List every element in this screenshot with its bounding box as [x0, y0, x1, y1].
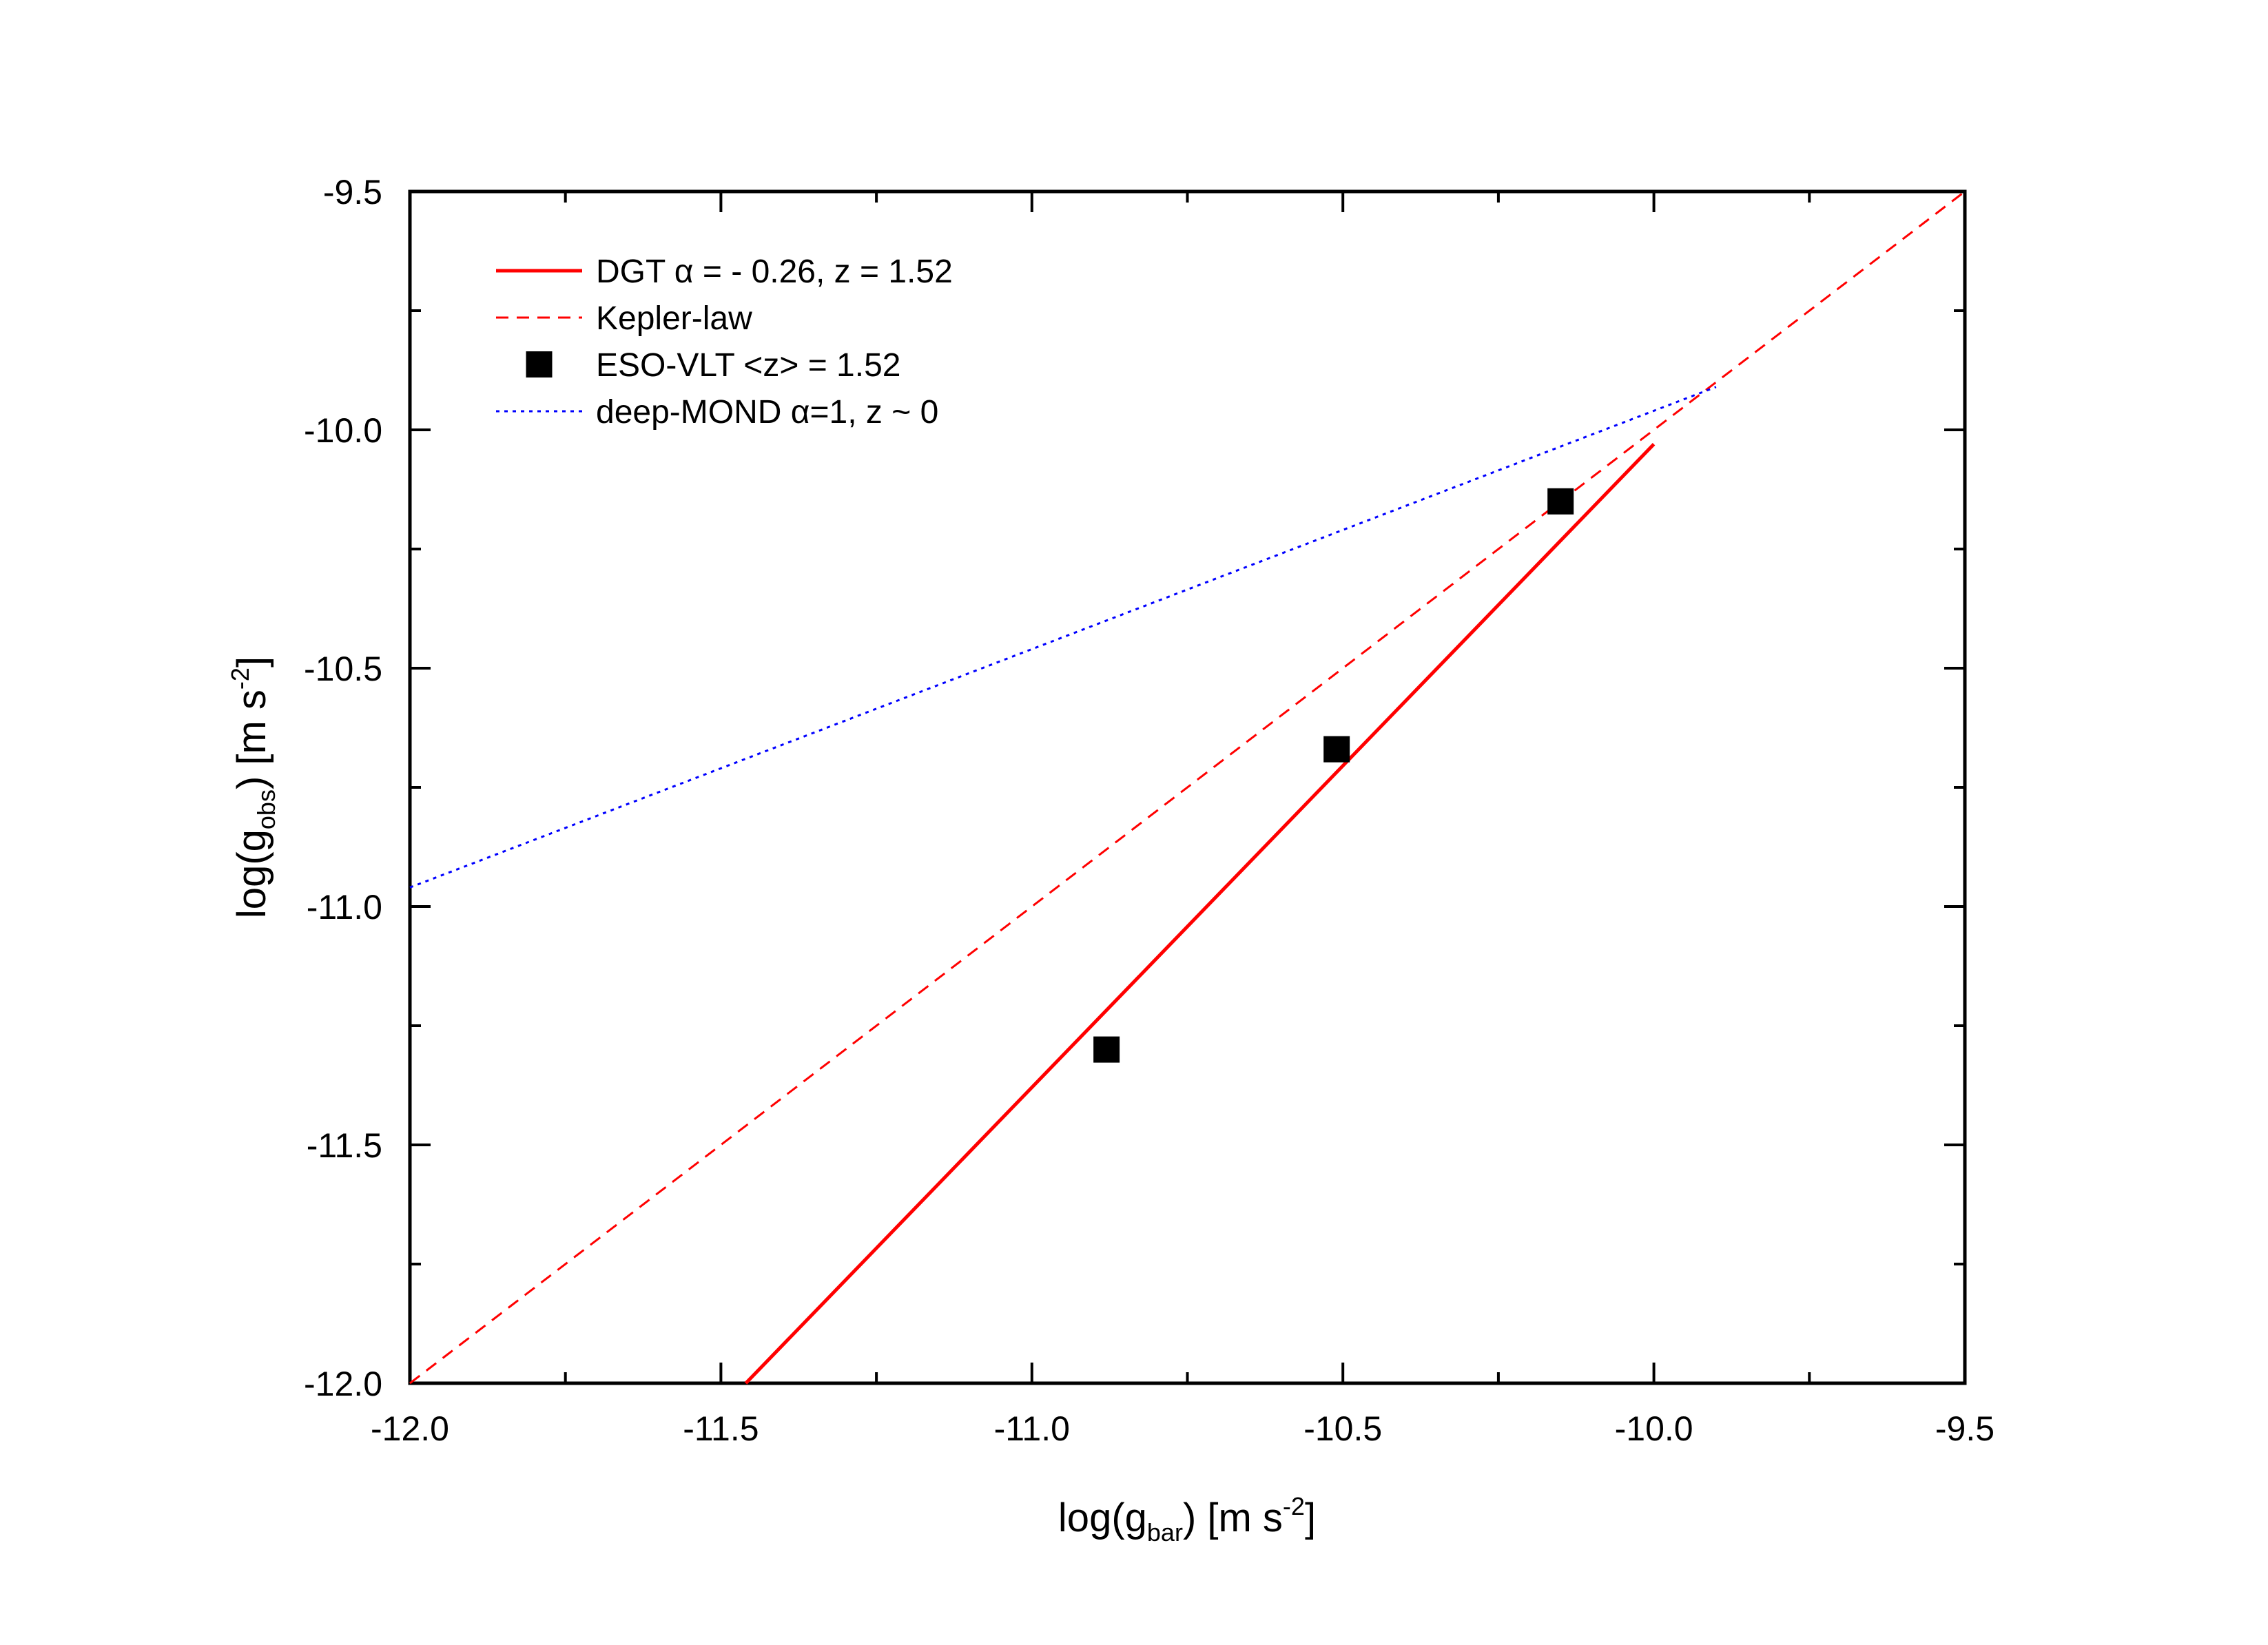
y-tick-label: -12.0	[304, 1365, 382, 1403]
y-tick-label: -10.0	[304, 411, 382, 450]
x-tick-label: -11.5	[683, 1409, 759, 1448]
legend-label: ESO-VLT <z> = 1.52	[596, 347, 900, 384]
legend: DGT α = - 0.26, z = 1.52 Kepler-law ESO-VL…	[496, 254, 953, 431]
x-tick-label: -9.5	[1935, 1409, 1994, 1448]
x-tick-label: -12.0	[371, 1409, 449, 1448]
data-point-square	[1547, 488, 1574, 515]
series-line-3	[409, 386, 1717, 889]
y-tick-label: -11.0	[307, 888, 382, 927]
y-tick-label: -10.5	[304, 650, 382, 688]
series-line-0	[744, 443, 1656, 1385]
data-point-square	[1093, 1036, 1120, 1063]
series-line-1	[409, 190, 1966, 1385]
y-tick-label: -9.5	[323, 173, 382, 211]
tick-labels: -12.0 -11.5 -11.0 -10.5 -10.0 -9.5 -12.0 -11.5 -…	[304, 173, 1994, 1448]
axis-ticks	[409, 190, 1966, 1385]
y-axis-title: log(gobs) [m s-2]	[226, 656, 280, 918]
x-tick-label: -10.5	[1303, 1409, 1382, 1448]
legend-label: deep-MOND α=1, z ~ 0	[596, 394, 938, 431]
series-layer	[409, 190, 1966, 1385]
x-axis-title: log(gbar) [m s-2]	[1058, 1492, 1316, 1546]
x-tick-label: -11.0	[994, 1409, 1070, 1448]
legend-swatch-square	[526, 351, 553, 377]
x-tick-label: -10.0	[1615, 1409, 1693, 1448]
legend-label: Kepler-law	[596, 300, 752, 337]
y-tick-label: -11.5	[307, 1126, 382, 1165]
legend-label: DGT α = - 0.26, z = 1.52	[596, 254, 953, 290]
data-point-square	[1323, 736, 1350, 763]
